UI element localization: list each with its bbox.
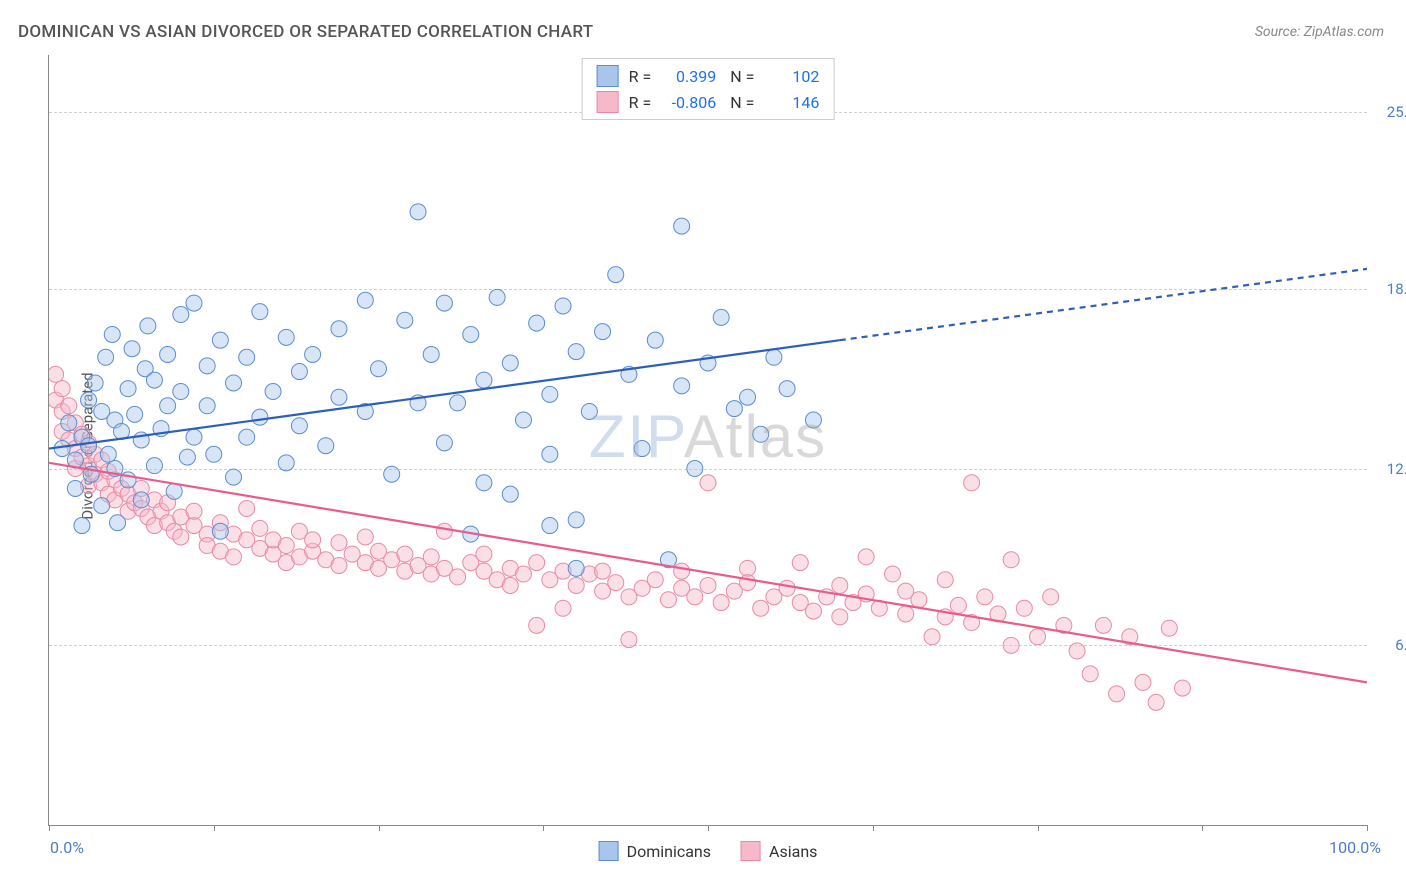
x-tick	[214, 825, 215, 831]
chart-container: DOMINICAN VS ASIAN DIVORCED OR SEPARATED…	[0, 0, 1406, 892]
y-tick-label: 18.8%	[1372, 280, 1406, 298]
legend-label-asians: Asians	[769, 842, 817, 861]
swatch-asians	[597, 91, 619, 113]
stats-legend: R = 0.399 N = 102 R = -0.806 N = 146	[582, 58, 835, 120]
x-tick	[1367, 825, 1368, 831]
legend-swatch-asians	[741, 841, 761, 861]
plot-area: ZIPAtlas R = 0.399 N = 102 R = -0.806 N …	[48, 55, 1367, 826]
x-tick	[49, 825, 50, 831]
chart-title: DOMINICAN VS ASIAN DIVORCED OR SEPARATED…	[18, 22, 593, 42]
r-value-1: -0.806	[661, 93, 716, 112]
x-tick	[873, 825, 874, 831]
x-tick	[543, 825, 544, 831]
swatch-dominicans	[597, 65, 619, 87]
stats-row-1: R = -0.806 N = 146	[597, 91, 820, 113]
x-tick	[379, 825, 380, 831]
legend-item-dominicans: Dominicans	[599, 841, 711, 861]
r-value-0: 0.399	[661, 67, 716, 86]
series-legend: Dominicans Asians	[599, 841, 818, 861]
x-axis-min-label: 0.0%	[50, 838, 84, 857]
n-value-1: 146	[764, 93, 819, 112]
legend-label-dominicans: Dominicans	[627, 842, 711, 861]
x-tick	[1038, 825, 1039, 831]
x-axis-max-label: 100.0%	[1329, 838, 1381, 857]
y-tick-label: 12.5%	[1372, 460, 1406, 478]
y-tick-label: 6.3%	[1372, 636, 1406, 654]
x-tick	[708, 825, 709, 831]
source-label: Source: ZipAtlas.com	[1255, 24, 1384, 40]
y-tick-label: 25.0%	[1372, 103, 1406, 121]
legend-swatch-dominicans	[599, 841, 619, 861]
n-value-0: 102	[764, 67, 819, 86]
legend-item-asians: Asians	[741, 841, 817, 861]
scatter-svg	[49, 55, 1367, 825]
x-tick	[1202, 825, 1203, 831]
stats-row-0: R = 0.399 N = 102	[597, 65, 820, 87]
